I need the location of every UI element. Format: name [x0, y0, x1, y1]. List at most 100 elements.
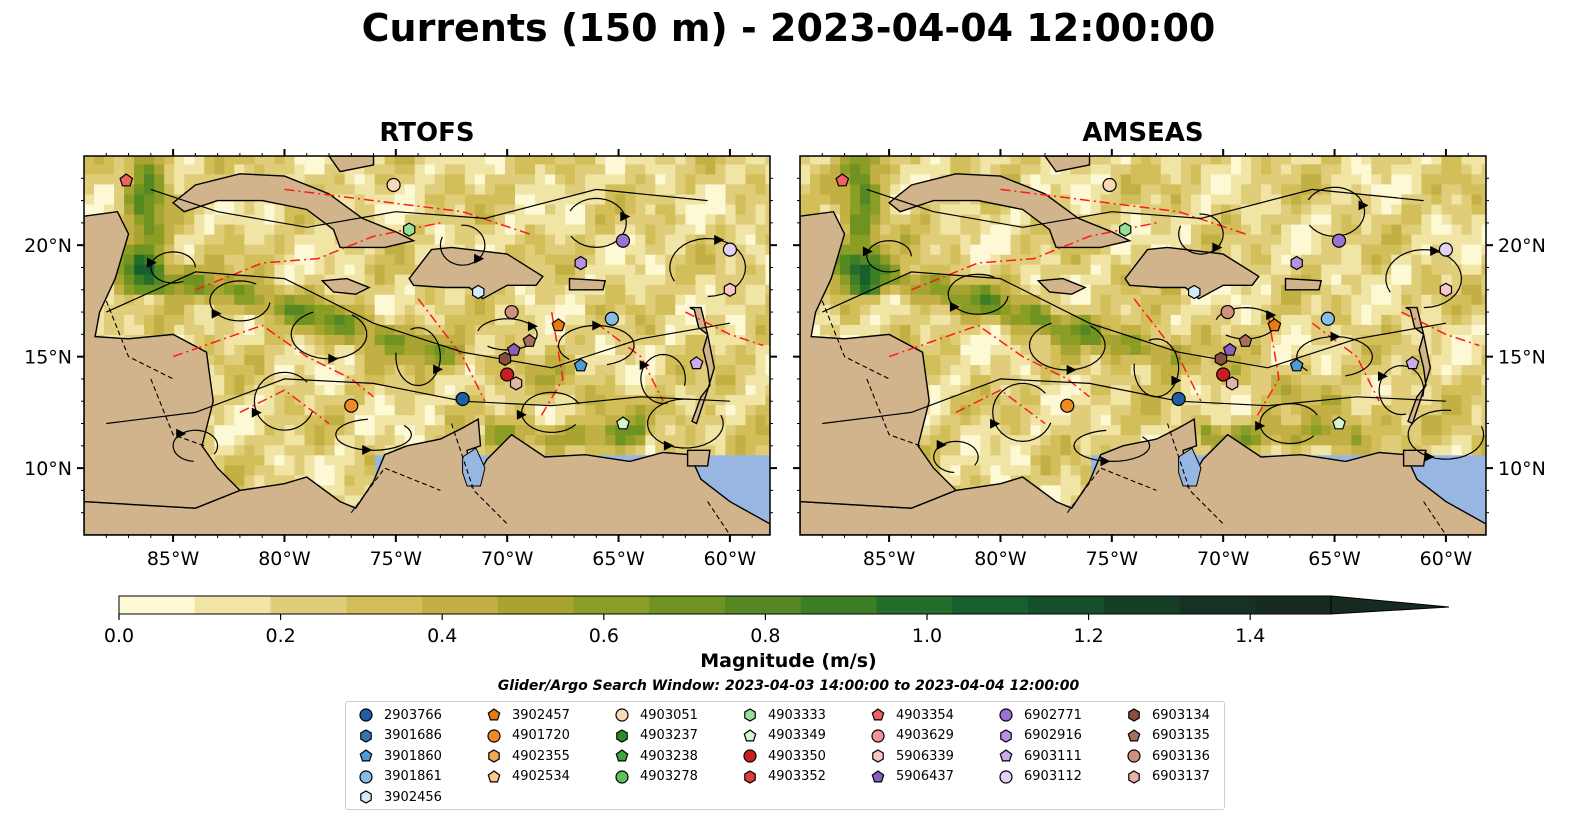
float-marker [509, 376, 523, 391]
colorbar-segment [1103, 596, 1181, 614]
streamline [1296, 335, 1373, 377]
float-marker [551, 318, 566, 332]
legend-label: 6903137 [1152, 769, 1210, 785]
map-panel-amseas: 85°W 80°W 75°W 70°W 65°W 60°W 20°N 15°N 10°N [793, 149, 1546, 570]
legend-label: 4902355 [512, 748, 570, 764]
legend-marker [487, 770, 501, 783]
float-marker [1331, 233, 1347, 248]
legend-marker [999, 770, 1013, 784]
streamline [335, 418, 413, 451]
float-marker [1102, 177, 1117, 193]
legend-label: 4903278 [640, 769, 698, 785]
colorbar-segment [1179, 596, 1256, 614]
legend-item: 4902355 [484, 746, 570, 766]
eez-line [417, 298, 486, 402]
float-marker [615, 233, 631, 248]
legend-item: 6903136 [1124, 746, 1210, 766]
streamline-arrow [362, 445, 373, 456]
eez-line [911, 222, 1157, 291]
legend-marker [744, 708, 756, 722]
colorbar-tick-label: 0.4 [427, 625, 457, 647]
y-tick-label: 10°N [24, 458, 72, 480]
legend-item: 6903135 [1124, 726, 1210, 746]
hexagon-marker-icon [616, 728, 628, 743]
land-masses [800, 156, 1486, 535]
legend-label: 4903352 [768, 769, 826, 785]
border-line [821, 300, 890, 380]
streamline-arrow [1255, 420, 1266, 431]
eez-line [172, 324, 374, 398]
streamline-arrow [1377, 371, 1388, 382]
float-marker [344, 398, 359, 413]
axis-ticks: 85°W 80°W 75°W 70°W 65°W 60°W 20°N 15°N 10°N [24, 149, 777, 570]
float-marker [1225, 376, 1239, 391]
land-polygon [1284, 277, 1323, 291]
legend-label: 4903629 [896, 728, 954, 744]
circle-marker-icon [999, 708, 1013, 722]
land-polygon [686, 449, 711, 467]
colorbar-segment [1255, 596, 1332, 614]
circle-marker-icon [487, 728, 501, 743]
colorbar-segment [952, 596, 1029, 614]
float-marker [1320, 311, 1335, 326]
map-frame [83, 155, 771, 536]
circle-marker-icon [871, 728, 885, 743]
legend-item: 3901861 [356, 767, 442, 787]
streamline [992, 382, 1052, 443]
x-tick-label: 80°W [974, 548, 1027, 570]
country-borders [105, 300, 731, 535]
legend-label: 4903238 [640, 748, 698, 764]
legend-item: 3902456 [356, 787, 442, 807]
circle-marker-icon [615, 770, 629, 784]
legend-marker [1127, 749, 1141, 763]
colorbar-segment [573, 596, 650, 614]
float-marker [573, 358, 588, 372]
circle-marker-icon [359, 708, 373, 722]
float-marker [1171, 391, 1186, 407]
colorbar-tick-label: 1.0 [912, 625, 942, 647]
float-marker [119, 173, 134, 187]
streamline-arrow [1358, 200, 1369, 211]
legend-item: 4903051 [612, 705, 698, 725]
legend-marker [1127, 728, 1141, 742]
streamline-arrow [474, 253, 485, 264]
colorbar-segment [1028, 596, 1105, 614]
float-marker [472, 284, 485, 300]
streamline-arrow [1330, 331, 1341, 342]
eez-line [888, 324, 1090, 398]
float-marker [1405, 356, 1420, 370]
legend-item: 4903349 [740, 726, 826, 746]
streamline-arrow [527, 321, 538, 332]
legend-item: 6902771 [996, 705, 1082, 725]
circle-marker-icon [359, 770, 373, 784]
map-panel-rtofs: 85°W 80°W 75°W 70°W 65°W 60°W 20°N 15°N 10°N [24, 149, 777, 570]
legend-label: 5906339 [896, 748, 954, 764]
eez-line [539, 311, 564, 418]
x-tick-label: 80°W [258, 548, 311, 570]
legend-marker [871, 708, 885, 721]
streamline-arrow [663, 440, 674, 451]
colorbar-segment [649, 596, 726, 614]
legend-label: 6903111 [1024, 748, 1082, 764]
colorbar-tick-label: 0.8 [750, 625, 780, 647]
legend-label: 3902456 [384, 789, 442, 805]
eez-line [955, 389, 1046, 425]
legend-marker [360, 790, 372, 805]
legend-item: 4902534 [484, 767, 570, 787]
float-marker [1222, 342, 1237, 356]
legend-marker [359, 770, 373, 784]
legend-item: 4903352 [740, 767, 826, 787]
colorbar-segment [194, 596, 272, 614]
legend-label: 4903354 [896, 707, 954, 723]
streamline [1307, 186, 1366, 237]
border-line [707, 501, 731, 535]
legend-label: 3901861 [384, 769, 442, 785]
legend-marker [1128, 770, 1140, 784]
x-tick-label: 85°W [147, 548, 200, 570]
streamline [1073, 429, 1151, 463]
land-polygon [800, 210, 958, 509]
border-line [1423, 501, 1447, 535]
pentagon-marker-icon [871, 770, 885, 783]
legend-label: 2903766 [384, 707, 442, 723]
streamline [1133, 338, 1180, 398]
